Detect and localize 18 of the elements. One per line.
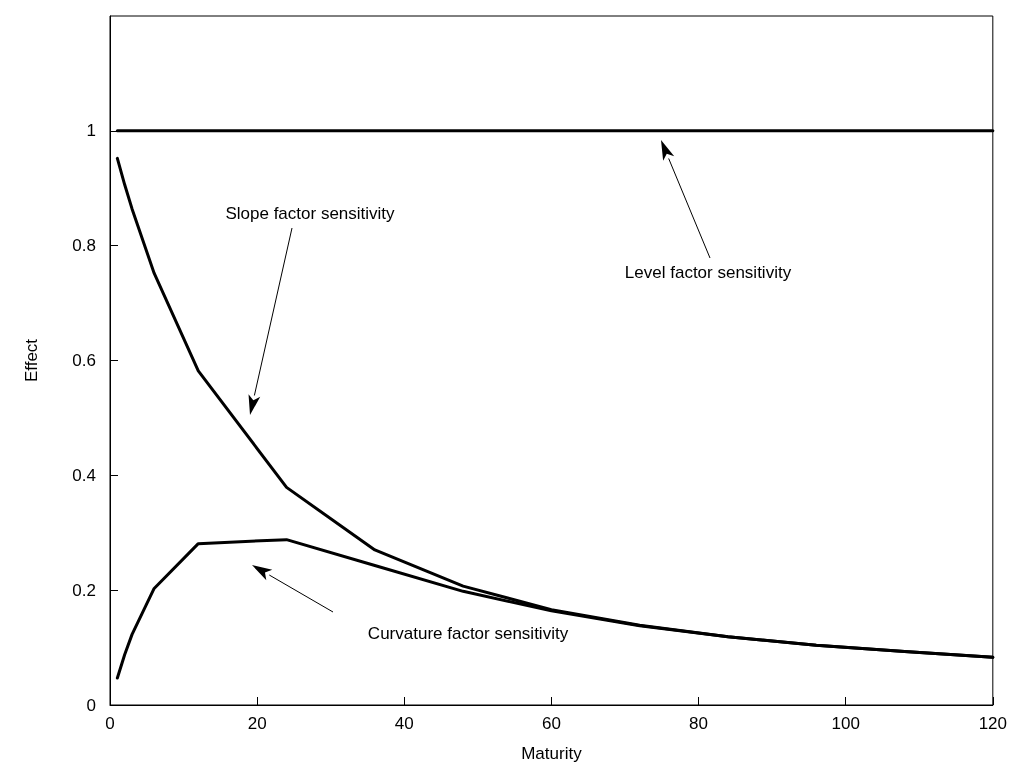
x-tick-label: 0	[105, 714, 115, 733]
y-tick-label: 0.4	[72, 465, 96, 485]
x-tick-label: 120	[978, 714, 1008, 733]
y-tick-label: 0	[86, 695, 96, 715]
x-axis-title: Maturity	[521, 744, 583, 763]
y-tick-label: 0.8	[72, 236, 96, 256]
annotation: Slope factor sensitivity	[225, 203, 396, 223]
y-tick-label: 0.6	[72, 351, 96, 370]
y-tick-label: 1	[86, 121, 96, 141]
annotation: Curvature factor sensitivity	[367, 623, 569, 643]
x-tick-label: 40	[394, 714, 414, 733]
x-tick-label: 20	[247, 714, 267, 733]
y-tick-label: 0.2	[72, 580, 96, 600]
x-tick-label: 60	[541, 714, 561, 733]
x-tick-label: 100	[831, 714, 860, 733]
y-axis-title: Effect	[22, 338, 41, 383]
annotation: Level factor sensitivity	[624, 262, 792, 282]
x-tick-label: 80	[689, 714, 709, 733]
